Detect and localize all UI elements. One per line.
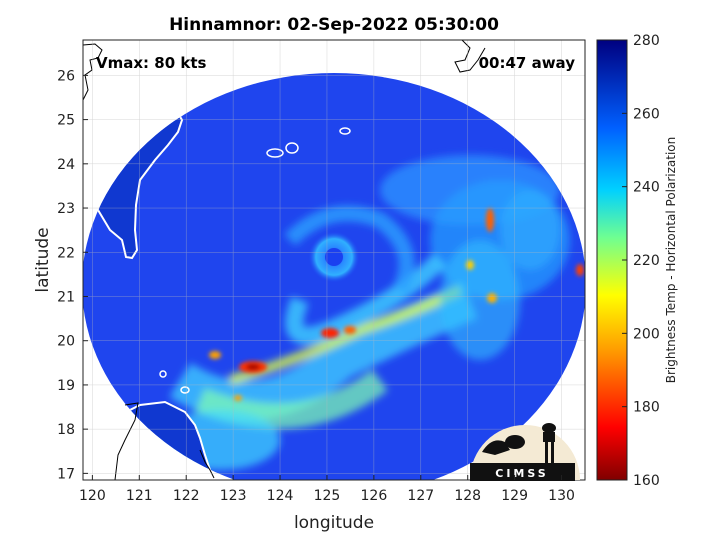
y-tick-label: 24 [57,157,75,173]
y-tick-label: 19 [57,378,75,394]
y-tick-label: 26 [57,68,75,84]
mainland-coast [83,43,103,101]
x-tick-label: 126 [361,488,388,504]
colorbar-tick-label: 260 [633,106,660,122]
vmax-label: Vmax: 80 kts [96,54,206,72]
y-tick-label: 25 [57,113,75,129]
y-tick-label: 21 [57,289,75,305]
gridlines [83,40,585,480]
x-tick-label: 128 [454,488,481,504]
colorbar-ticks: 160 180 200 220 240 260 280 [622,33,660,489]
x-tick-label: 130 [548,488,575,504]
y-tick-label: 22 [57,245,75,261]
colorbar-tick-label: 280 [633,33,660,49]
x-axis-label: longitude [294,513,374,533]
time-away-label: 00:47 away [479,54,576,72]
y-tick-label: 17 [57,466,75,482]
x-axis-ticks: 120 121 122 123 124 125 126 127 128 129 130 [79,475,575,504]
colorbar-tick-label: 220 [633,253,660,269]
x-tick-label: 122 [173,488,200,504]
plot-area [83,40,585,480]
logo-text: CIMSS [495,467,548,480]
y-tick-label: 20 [57,334,75,350]
map-title: Hinnamnor: 02-Sep-2022 05:30:00 [169,15,499,35]
y-axis-label: latitude [33,227,53,292]
x-tick-label: 124 [267,488,294,504]
x-tick-label: 120 [79,488,106,504]
y-tick-label: 18 [57,422,75,438]
y-axis-ticks: 17 18 19 20 21 22 23 24 25 26 [57,68,88,482]
x-tick-label: 123 [220,488,247,504]
microwave-swath [83,73,585,480]
colorbar-tick-label: 200 [633,326,660,342]
plot-frame [82,39,586,481]
luzon-outside-coast [114,402,139,480]
colorbar-tick-label: 160 [633,473,660,489]
y-tick-label: 23 [57,201,75,217]
x-tick-label: 129 [501,488,528,504]
colorbar-label: Brightness Temp - Horizontal Polarizatio… [664,137,678,384]
x-tick-label: 127 [407,488,434,504]
x-tick-label: 121 [126,488,153,504]
cimss-logo: CIMSS [470,423,580,481]
x-tick-label: 125 [314,488,341,504]
colorbar-tick-label: 180 [633,400,660,416]
colorbar-tick-label: 240 [633,180,660,196]
